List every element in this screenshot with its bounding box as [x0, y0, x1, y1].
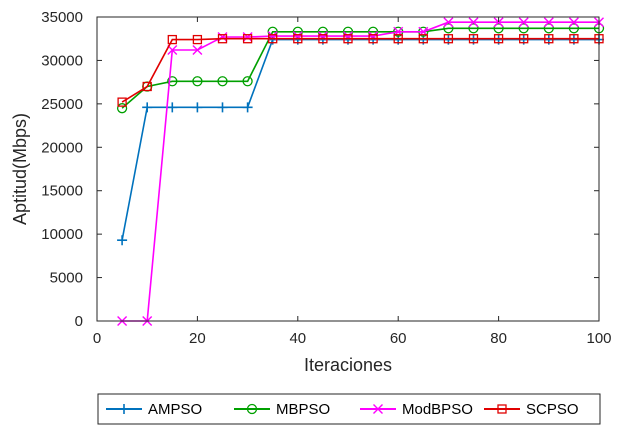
data-point — [167, 102, 178, 113]
data-point — [544, 34, 554, 44]
legend-label: ModBPSO — [402, 401, 473, 418]
data-point — [393, 34, 403, 44]
data-point — [116, 103, 128, 114]
y-tick-label: 35000 — [41, 9, 83, 26]
data-point — [268, 34, 278, 44]
data-point — [493, 17, 504, 28]
plot-area — [97, 17, 599, 321]
data-point — [242, 34, 253, 44]
data-point — [568, 23, 580, 34]
data-point — [518, 17, 529, 28]
data-point — [167, 76, 178, 87]
legend-marker — [246, 403, 258, 415]
legend-marker — [497, 404, 507, 414]
axis-layer: 0 20 40 60 80 100 0 5000 10000 15000 20000 25000 300… — [41, 9, 611, 347]
data-point — [192, 102, 203, 113]
plot-box — [96, 16, 600, 322]
legend-item-modbpso: ModBPSO — [360, 401, 473, 418]
data-point — [443, 23, 454, 34]
x-tick-label: 20 — [189, 330, 206, 347]
data-point — [242, 102, 253, 113]
series-line — [122, 21, 599, 322]
x-tick-label: 80 — [490, 330, 507, 347]
y-tick-label: 20000 — [41, 139, 83, 156]
data-point — [543, 17, 554, 28]
y-tick-label: 25000 — [41, 96, 83, 113]
data-point — [167, 34, 177, 45]
data-point — [192, 76, 203, 87]
legend-marker — [373, 404, 383, 414]
y-tick-label: 30000 — [41, 52, 83, 69]
legend-marker — [119, 404, 129, 414]
data-point — [343, 34, 353, 44]
data-point — [368, 34, 378, 44]
data-point — [318, 34, 328, 44]
data-point — [142, 102, 153, 113]
y-tick-label: 15000 — [41, 183, 83, 200]
data-point — [217, 31, 228, 42]
y-axis-title: Aptitud(Mbps) — [10, 113, 30, 225]
x-axis-title: Iteraciones — [304, 355, 392, 375]
legend-item-ampso: AMPSO — [106, 401, 202, 418]
y-tick-label: 0 — [75, 313, 83, 330]
data-point — [217, 34, 228, 44]
data-point — [468, 17, 479, 28]
legend-item-scpso: SCPSO — [484, 401, 579, 418]
x-tick-label: 100 — [586, 330, 611, 347]
x-tick-label: 0 — [93, 330, 101, 347]
data-point — [543, 23, 554, 34]
data-point — [569, 34, 579, 44]
data-point — [117, 235, 128, 246]
legend-label: SCPSO — [526, 401, 579, 418]
data-point — [293, 34, 303, 44]
data-point — [468, 23, 479, 34]
data-point — [117, 97, 127, 107]
series-layer — [116, 17, 605, 326]
data-point — [568, 17, 579, 28]
data-point — [217, 102, 228, 113]
y-tick-label: 5000 — [50, 270, 83, 287]
data-point — [443, 17, 454, 28]
data-point — [242, 31, 253, 42]
data-point — [519, 34, 529, 44]
y-tick-label: 10000 — [41, 226, 83, 243]
data-point — [493, 34, 504, 44]
legend: AMPSO MBPSO ModBPSO SCPSO — [97, 393, 601, 425]
data-point — [493, 23, 504, 34]
data-point — [468, 34, 479, 44]
legend-label: MBPSO — [276, 401, 330, 418]
x-tick-label: 40 — [289, 330, 306, 347]
data-point — [418, 34, 428, 44]
data-point — [242, 76, 253, 87]
data-point — [217, 76, 228, 87]
data-point — [192, 34, 203, 45]
series-scpso — [117, 34, 604, 107]
data-point — [167, 45, 178, 56]
x-tick-label: 60 — [390, 330, 407, 347]
data-point — [518, 23, 529, 34]
data-point — [142, 81, 152, 92]
legend-item-mbpso: MBPSO — [234, 401, 330, 418]
data-point — [443, 34, 454, 44]
legend-label: AMPSO — [148, 401, 202, 418]
data-point — [192, 45, 203, 56]
